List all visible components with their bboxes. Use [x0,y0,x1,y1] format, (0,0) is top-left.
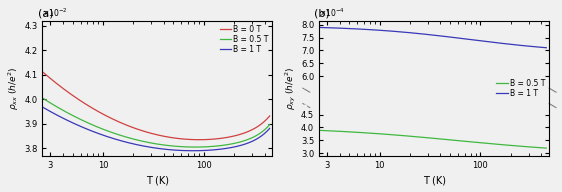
B = 1 T [53,114,60,116]
B = 1 T [316,26,323,29]
B = 1 T [189,150,196,152]
B = 1 T [511,44,518,46]
B = 0.5 T [460,140,467,142]
B = 0 T [171,137,178,139]
B = 0.5 T [235,141,242,144]
B = 1 T [39,106,46,108]
Line: B = 1 T: B = 1 T [319,27,546,48]
B = 0.5 T [316,129,323,132]
B = 0.5 T [543,147,550,149]
B = 0.5 T [329,130,336,132]
Legend: B = 0 T, B = 0.5 T, B = 1 T: B = 0 T, B = 0.5 T, B = 1 T [218,23,270,55]
B = 0 T [39,70,46,73]
B = 0 T [177,138,184,140]
B = 0 T [184,138,191,141]
B = 0.5 T [192,146,198,148]
B = 0.5 T [177,146,184,148]
Text: $\times10^{-2}$: $\times10^{-2}$ [42,7,68,19]
X-axis label: T (K): T (K) [146,175,169,185]
B = 0.5 T [171,145,178,147]
B = 1 T [454,37,460,39]
B = 0.5 T [53,105,60,108]
B = 1 T [460,38,467,40]
B = 1 T [212,149,219,151]
B = 0.5 T [39,97,46,99]
B = 0 T [266,115,273,117]
Y-axis label: $\rho_{xx}$ ($h/e^2$): $\rho_{xx}$ ($h/e^2$) [7,66,21,110]
Line: B = 0 T: B = 0 T [42,72,270,140]
B = 1 T [543,47,550,49]
Line: B = 0.5 T: B = 0.5 T [319,130,546,148]
B = 1 T [266,127,273,130]
B = 1 T [488,41,495,43]
Text: (b): (b) [314,8,330,18]
B = 0.5 T [184,146,191,148]
Line: B = 0.5 T: B = 0.5 T [42,98,270,147]
B = 1 T [235,145,242,147]
Text: (a): (a) [38,8,53,18]
B = 1 T [447,36,454,38]
Text: $\times10^{-4}$: $\times10^{-4}$ [319,7,345,19]
X-axis label: T (K): T (K) [423,175,446,185]
B = 1 T [329,27,336,29]
B = 0 T [235,134,242,136]
B = 0 T [212,138,219,140]
Y-axis label: $\rho_{xy}$ ($h/e^2$): $\rho_{xy}$ ($h/e^2$) [284,66,298,110]
B = 1 T [184,150,191,152]
B = 1 T [171,149,178,151]
B = 1 T [177,149,184,151]
B = 0.5 T [212,145,219,147]
B = 0.5 T [511,145,518,147]
B = 0.5 T [266,123,273,126]
B = 0.5 T [488,143,495,145]
B = 0 T [196,139,202,141]
B = 0.5 T [447,139,454,141]
Legend: B = 0.5 T, B = 1 T: B = 0.5 T, B = 1 T [495,77,547,99]
Line: B = 1 T: B = 1 T [42,107,270,151]
B = 0 T [53,82,60,84]
B = 0.5 T [454,139,460,142]
